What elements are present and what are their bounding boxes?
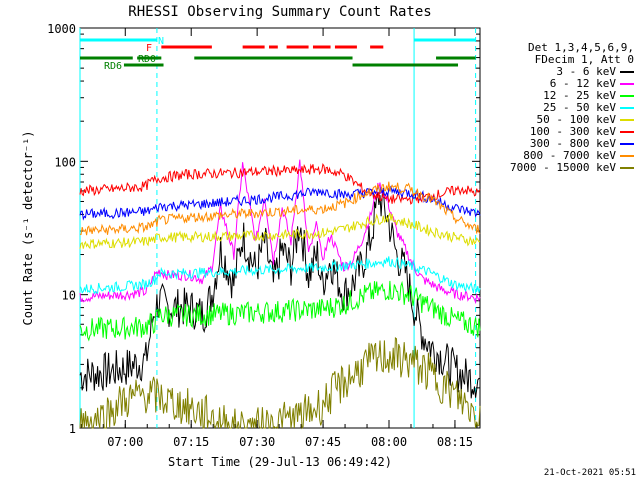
- legend-header-2: FDecim 1, Att 0: [534, 53, 634, 66]
- y-tick-label: 10: [62, 289, 76, 303]
- legend-entry-label: 3 - 6 keV: [556, 65, 616, 78]
- y-axis-label: Count Rate (s⁻¹ detector⁻¹): [21, 130, 35, 325]
- legend-swatch: [620, 107, 634, 109]
- x-tick-label: 07:30: [239, 435, 275, 449]
- legend-entry-label: 12 - 25 keV: [543, 89, 616, 102]
- legend-entry: 3 - 6 keV: [510, 66, 634, 78]
- legend-entry: 6 - 12 keV: [510, 78, 634, 90]
- y-tick-label: 100: [54, 155, 76, 169]
- legend-entry: 300 - 800 keV: [510, 138, 634, 150]
- series-line-4: [79, 212, 481, 250]
- x-axis-label: Start Time (29-Jul-13 06:49:42): [168, 455, 392, 469]
- y-tick-label: 1000: [47, 22, 76, 36]
- x-tick-label: 07:45: [305, 435, 341, 449]
- series-line-3: [79, 256, 481, 295]
- timestamp: 21-Oct-2021 05:51: [543, 468, 636, 478]
- axis-ticks: 1 10 100 1000 07:00 07:15 07:30 07:45 08:00 08:15: [47, 22, 480, 449]
- x-tick-label: 08:15: [437, 435, 473, 449]
- legend-entry: 7000 - 15000 keV: [510, 162, 634, 174]
- x-tick-label: 08:00: [371, 435, 407, 449]
- legend-swatch: [620, 71, 634, 73]
- legend-swatch: [620, 83, 634, 85]
- legend-swatch: [620, 155, 634, 157]
- y-tick-label: 1: [69, 422, 76, 436]
- legend-header-1: Det 1,3,4,5,6,9,: [528, 41, 634, 54]
- series-line-0: [79, 187, 481, 399]
- legend-entry-label: 25 - 50 keV: [543, 101, 616, 114]
- legend-entry: 50 - 100 keV: [510, 114, 634, 126]
- legend-entry-label: 6 - 12 keV: [549, 77, 616, 90]
- flag-label-rd6: RD6: [104, 61, 122, 72]
- legend-swatch: [620, 143, 634, 145]
- legend-entry-label: 50 - 100 keV: [536, 113, 616, 126]
- series-line-7: [80, 181, 481, 236]
- legend-entry-label: 300 - 800 keV: [529, 137, 616, 150]
- chart-title: RHESSI Observing Summary Count Rates: [128, 4, 431, 20]
- legend-swatch: [620, 95, 634, 97]
- flag-label-f: F: [146, 43, 152, 54]
- x-tick-label: 07:15: [173, 435, 209, 449]
- legend-swatch: [620, 119, 634, 121]
- series-line-2: [79, 280, 481, 342]
- flag-label-n: N: [158, 36, 164, 47]
- series-layer: [79, 159, 481, 430]
- series-line-6: [79, 185, 481, 221]
- flag-label-rd0: RD0: [138, 54, 156, 65]
- series-line-1: [79, 159, 481, 305]
- legend-entry-label: 100 - 300 keV: [529, 125, 616, 138]
- legend-entry: 25 - 50 keV: [510, 102, 634, 114]
- legend-entry-label: 800 - 7000 keV: [523, 149, 616, 162]
- x-tick-label: 07:00: [107, 435, 143, 449]
- legend-entry: 100 - 300 keV: [510, 126, 634, 138]
- series-line-8: [79, 336, 481, 430]
- legend-entry-label: 7000 - 15000 keV: [510, 161, 616, 174]
- legend: Det 1,3,4,5,6,9, FDecim 1, Att 0 3 - 6 k…: [510, 42, 634, 174]
- legend-entry: 12 - 25 keV: [510, 90, 634, 102]
- legend-entry: 800 - 7000 keV: [510, 150, 634, 162]
- legend-swatch: [620, 167, 634, 169]
- legend-swatch: [620, 131, 634, 133]
- series-line-5: [79, 163, 481, 205]
